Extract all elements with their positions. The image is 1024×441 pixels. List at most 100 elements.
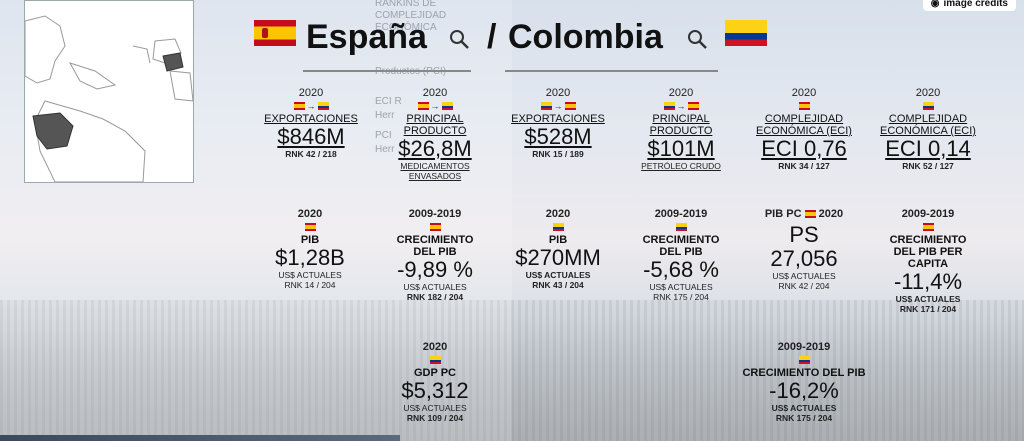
flag-row [872, 221, 984, 233]
stat-label: DEL PIB [659, 246, 703, 258]
stat-label: CRECIMIENTO [396, 234, 474, 246]
colombia-flag-icon [317, 102, 329, 110]
taskbar-strip [0, 435, 400, 441]
stat-sub: US$ ACTUALES [403, 403, 467, 413]
colombia-flag-icon [663, 102, 675, 110]
stat-sub: US$ ACTUALES [649, 282, 713, 292]
colombia-flag-icon [798, 355, 810, 364]
stat-year-label: PIB PC [764, 208, 802, 220]
flag-row [748, 100, 860, 112]
stat-value: $5,312 [401, 378, 469, 403]
ghost-menu-item: Herr [375, 110, 395, 121]
search-icon[interactable] [448, 28, 470, 50]
ghost-menu-item: ECI R [375, 96, 402, 107]
map-graphic [24, 1, 194, 183]
stat-label: COMPLEJIDAD [888, 113, 968, 125]
flag-row [720, 354, 888, 366]
stat-rank: RNK 171 / 204 [899, 304, 957, 314]
flow-flags: → [380, 100, 490, 112]
stat-main-product-co-es[interactable]: 2020 → PRINCIPAL PRODUCTO $101M PETRÓLEO… [628, 87, 734, 171]
stat-label: CRECIMIENTO [642, 234, 720, 246]
right-country-title[interactable]: Colombia [508, 18, 663, 56]
arrow-right-icon: → [306, 101, 316, 111]
stat-label: CRECIMIENTO [889, 234, 967, 246]
stat-label: DEL PIB [413, 246, 457, 258]
stat-year: 2020 [422, 341, 448, 353]
stat-gdp-growth-co[interactable]: 2009-2019 CRECIMIENTO DEL PIB -5,68 % US… [628, 208, 734, 302]
spain-flag-icon [922, 222, 934, 231]
colombia-flag-icon [725, 20, 767, 46]
colombia-flag-icon [552, 222, 564, 231]
stat-exports-es-co[interactable]: 2020 → EXPORTACIONES $846M RNK 42 / 218 [258, 87, 364, 159]
spain-flag-icon [417, 102, 429, 110]
flag-row [628, 221, 734, 233]
stat-label: CRECIMIENTO DEL PIB [742, 367, 866, 379]
stat-value: $270MM [515, 245, 601, 270]
stat-value: ECI 0,76 [761, 136, 847, 161]
image-credits-button[interactable]: ◉ image credits [922, 0, 1016, 11]
stat-rank: RNK 175 / 204 [775, 413, 833, 423]
stat-label: GDP PC [414, 367, 456, 379]
right-title-underline [505, 70, 718, 72]
stat-value: -5,68 % [643, 257, 719, 282]
arrow-right-icon: → [430, 101, 440, 111]
stat-sub: US$ ACTUALES [771, 403, 837, 413]
flow-flags: → [505, 100, 611, 112]
spain-flag-icon [804, 210, 816, 219]
stat-label: PRINCIPAL [406, 113, 464, 126]
stat-gdp-pc-co[interactable]: 2020 GDP PC $5,312 US$ ACTUALES RNK 109 … [385, 341, 485, 423]
left-country-title[interactable]: España [306, 18, 427, 56]
flow-flags: → [258, 100, 364, 112]
spain-flag-icon [798, 101, 810, 110]
stat-year: 2009-2019 [777, 341, 831, 353]
stat-label: PIB [300, 234, 320, 246]
flow-flags: → [628, 100, 734, 112]
stat-sub: US$ ACTUALES [525, 270, 591, 280]
flag-row [872, 100, 984, 112]
stat-eci-es[interactable]: 2020 COMPLEJIDAD ECONÓMICA (ECI) ECI 0,7… [748, 87, 860, 171]
stat-year: 2009-2019 [901, 208, 955, 220]
stat-value: $26,8M [398, 136, 472, 162]
stat-value: -11,4% [893, 269, 963, 294]
stat-gdp-pc-es[interactable]: PIB PC 2020 PS 27,056 US$ ACTUALES RNK 4… [748, 208, 860, 291]
stat-rank: RNK 182 / 204 [406, 292, 464, 302]
spain-flag-icon [293, 102, 305, 110]
spain-flag-icon [429, 222, 441, 231]
stat-eci-co[interactable]: 2020 COMPLEJIDAD ECONÓMICA (ECI) ECI 0,1… [872, 87, 984, 171]
stat-rank: RNK 52 / 127 [902, 161, 954, 171]
colombia-flag-icon [675, 222, 687, 231]
stat-gdp-es[interactable]: 2020 PIB $1,28B US$ ACTUALES RNK 14 / 20… [260, 208, 360, 290]
search-icon[interactable] [686, 28, 708, 50]
stat-sub: US$ ACTUALES [772, 271, 836, 281]
stat-rank: RNK 175 / 204 [653, 292, 709, 302]
stat-value-prefix: PS [789, 222, 819, 247]
stat-gdp-growth-es[interactable]: 2009-2019 CRECIMIENTO DEL PIB -9,89 % US… [380, 208, 490, 302]
stat-label: PIB [548, 234, 568, 246]
ghost-menu-item: ECONÓMICA [375, 22, 437, 33]
stat-year: 2009-2019 [408, 208, 462, 220]
stat-rank: RNK 42 / 204 [778, 281, 830, 291]
arrow-right-icon: → [553, 101, 563, 111]
stat-gdp-growth-co-2[interactable]: 2009-2019 CRECIMIENTO DEL PIB -16,2% US$… [720, 341, 888, 423]
right-panel-overlay [512, 0, 1024, 441]
stat-value: $846M [277, 124, 345, 150]
stat-main-product-es-co[interactable]: 2020 → PRINCIPAL PRODUCTO $26,8M MEDICAM… [380, 87, 490, 181]
stat-value: $101M [647, 136, 715, 162]
colombia-flag-icon [540, 102, 552, 110]
stat-label: EXPORTACIONES [511, 113, 605, 126]
ghost-menu-item: COMPLEJIDAD [375, 10, 447, 21]
locator-map[interactable] [24, 0, 194, 183]
stat-value: -9,89 % [397, 257, 473, 282]
stat-year: 2020 [298, 87, 324, 99]
stat-gdp-pc-growth-es[interactable]: 2009-2019 CRECIMIENTO DEL PIB PER CAPITA… [872, 208, 984, 314]
ghost-menu-item: PCI [375, 130, 392, 141]
stat-sub: US$ ACTUALES [895, 294, 961, 304]
stat-label: COMPLEJIDAD [764, 113, 844, 125]
stat-value: -16,2% [769, 378, 839, 403]
stat-label: ECONÓMICA (ECI) [880, 125, 976, 137]
spain-flag-icon [304, 222, 316, 231]
spain-flag-icon [564, 102, 576, 110]
stat-exports-co-es[interactable]: 2020 → EXPORTACIONES $528M RNK 15 / 189 [505, 87, 611, 159]
stat-gdp-co[interactable]: 2020 PIB $270MM US$ ACTUALES RNK 43 / 20… [505, 208, 611, 290]
stat-year: 2020 [791, 87, 817, 99]
